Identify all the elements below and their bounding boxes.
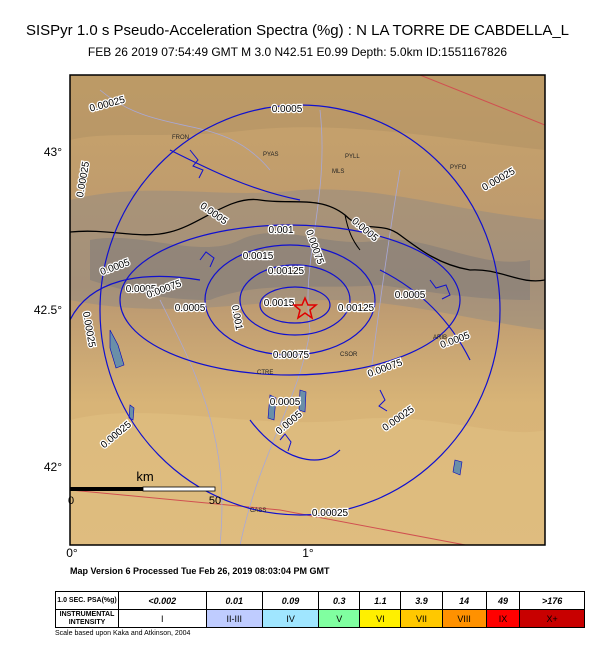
psa-value: <0.002: [118, 591, 207, 610]
place-label: MLS: [332, 169, 344, 175]
event-info: FEB 26 2019 07:54:49 GMT M 3.0 N42.51 E0…: [87, 45, 508, 59]
place-label: CSOR: [340, 352, 358, 358]
terrain: [70, 75, 545, 545]
map-title: SISPyr 1.0 s Pseudo-Acceleration Spectra…: [25, 22, 570, 39]
contour-label: 0.00125: [338, 303, 375, 314]
place-label: CASS: [250, 508, 266, 514]
contour-label: 0.0005: [126, 284, 157, 295]
intensity-value: IX: [485, 609, 521, 628]
scale-bar: km 0 50: [68, 469, 221, 507]
place-label: CTRE: [257, 370, 273, 376]
contour-label: 0.0005: [175, 303, 206, 314]
psa-value: 0.3: [318, 591, 361, 610]
psa-value: 49: [485, 591, 521, 610]
psa-value: 3.9: [400, 591, 443, 610]
scale-start: 0: [68, 495, 74, 507]
intensity-value: I: [118, 609, 207, 628]
intensity-legend: 1.0 SEC. PSA(%g) <0.002 0.01 0.09 0.3 1.1 3.9 1…: [55, 591, 585, 628]
scale-unit: km: [136, 469, 153, 484]
scale-end: 50: [209, 495, 221, 507]
scale-note: Scale based upon Kaka and Atkinson, 2004: [55, 630, 191, 637]
intensity-header: INSTRUMENTAL INTENSITY: [55, 609, 119, 628]
place-label: FRON: [172, 135, 189, 141]
contour-label: 0.0005: [270, 397, 301, 408]
map-frame: [69, 74, 546, 546]
psa-value: 0.01: [205, 591, 263, 610]
lon-label: 1°: [302, 546, 314, 560]
contour-label: 0.0015: [264, 298, 295, 309]
psa-header: 1.0 SEC. PSA(%g): [55, 591, 119, 610]
intensity-value: VI: [359, 609, 402, 628]
contour-label: 0.00125: [268, 266, 305, 277]
place-label: PYLL: [345, 154, 360, 160]
contour-label: 0.00025: [312, 508, 349, 519]
intensity-value: X+: [519, 609, 585, 628]
epicenter: [291, 296, 319, 320]
psa-value: 0.09: [261, 591, 320, 610]
lon-label: 0°: [66, 546, 78, 560]
lat-label: 42.5°: [34, 303, 62, 317]
psa-value: 1.1: [359, 591, 402, 610]
intensity-value: IV: [261, 609, 320, 628]
psa-value: 14: [441, 591, 487, 610]
intensity-value: VII: [400, 609, 443, 628]
contours: [70, 104, 501, 516]
places: FRON PYAS PYLL MLS PYFO CSOR CTRE ARIB CASS: [172, 135, 467, 514]
intensity-value: II-III: [205, 609, 263, 628]
place-label: PYAS: [263, 152, 279, 158]
contour-label: 0.0005: [272, 104, 303, 115]
contour-label: 0.00075: [273, 350, 310, 361]
intensity-value: V: [318, 609, 361, 628]
psa-value: >176: [519, 591, 585, 610]
contour-label: 0.0005: [395, 290, 426, 301]
place-label: ARIB: [433, 335, 447, 341]
lat-label: 43°: [44, 145, 62, 159]
lat-label: 42°: [44, 460, 62, 474]
contour-label: 0.001: [268, 225, 293, 236]
contour-label: 0.0015: [243, 251, 274, 262]
map-version: Map Version 6 Processed Tue Feb 26, 2019…: [70, 566, 330, 576]
place-label: PYFO: [450, 165, 467, 171]
intensity-value: VIII: [441, 609, 487, 628]
